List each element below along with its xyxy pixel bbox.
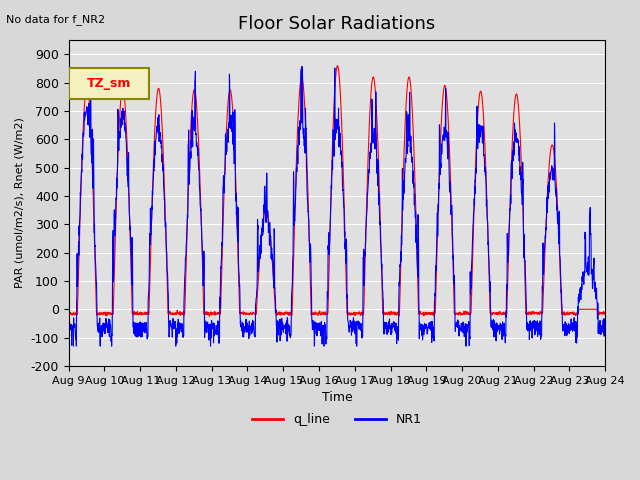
NR1 (554, 209, 562, 215)
NR1 (353, 343, 360, 349)
q_line (65, 310, 72, 316)
q_line (554, 219, 562, 225)
Line: q_line: q_line (68, 66, 605, 316)
Y-axis label: PAR (umol/m2/s), Rnet (W/m2): PAR (umol/m2/s), Rnet (W/m2) (15, 118, 25, 288)
X-axis label: Time: Time (321, 391, 352, 404)
Text: TZ_sm: TZ_sm (86, 77, 131, 90)
Text: No data for f_NR2: No data for f_NR2 (6, 14, 106, 25)
NR1 (298, 63, 306, 69)
Title: Floor Solar Radiations: Floor Solar Radiations (238, 15, 436, 33)
q_line (205, 313, 213, 319)
NR1 (214, 335, 222, 341)
NR1 (570, 326, 577, 332)
Legend: q_line, NR1: q_line, NR1 (247, 408, 427, 432)
q_line (570, 311, 577, 317)
q_line (333, 63, 341, 69)
q_line (353, 311, 360, 316)
NR1 (493, 325, 501, 331)
q_line (214, 310, 222, 316)
FancyBboxPatch shape (68, 68, 149, 99)
q_line (365, 147, 372, 153)
NR1 (70, 343, 77, 349)
Line: NR1: NR1 (68, 66, 605, 346)
NR1 (365, 180, 372, 186)
NR1 (65, 328, 72, 334)
NR1 (602, 321, 609, 327)
q_line (602, 310, 609, 316)
q_line (493, 310, 501, 315)
